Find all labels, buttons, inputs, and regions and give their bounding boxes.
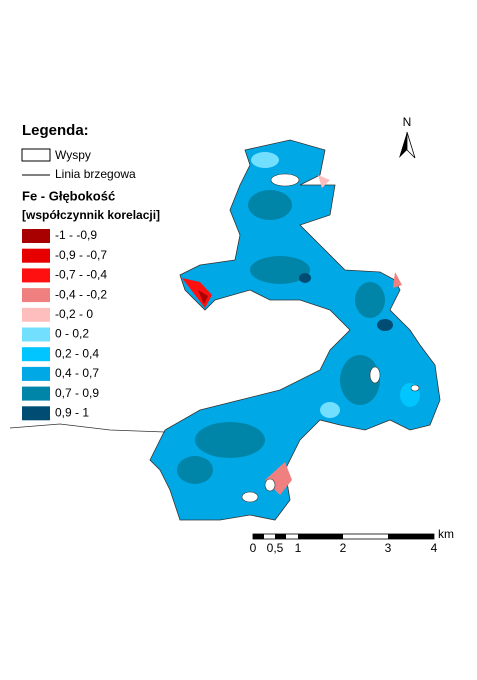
class-swatch — [22, 406, 50, 421]
scale-bar: km 0 0,5 1 2 3 4 — [250, 527, 454, 555]
class-label: -0,2 - 0 — [55, 307, 93, 321]
shoreline-label: Linia brzegowa — [55, 167, 136, 181]
class-label: 0 - 0,2 — [55, 327, 89, 341]
scale-label: 4 — [431, 541, 438, 555]
unit-label: [współczynnik korelacji] — [22, 208, 160, 222]
scale-label: 0,5 — [267, 541, 284, 555]
class-swatch — [22, 288, 50, 303]
class-label: -0,7 - -0,4 — [55, 268, 107, 282]
scale-label: 1 — [295, 541, 302, 555]
legend-classes: -1 - -0,9 -0,9 - -0,7 -0,7 - -0,4 -0,4 - -0… — [22, 228, 107, 421]
class-swatch — [22, 307, 50, 322]
class-label: 0,4 - 0,7 — [55, 366, 99, 380]
legend-title: Legenda: — [22, 122, 89, 139]
islands-label: Wyspy — [55, 148, 91, 162]
class-label: 0,9 - 1 — [55, 405, 89, 419]
class-label: -0,4 - -0,2 — [55, 287, 107, 301]
class-label: -1 - -0,9 — [55, 228, 97, 242]
class-label: 0,7 - 0,9 — [55, 386, 99, 400]
scale-label: 2 — [340, 541, 347, 555]
north-label: N — [403, 115, 412, 129]
class-swatch — [22, 386, 50, 401]
class-swatch — [22, 327, 50, 342]
class-swatch — [22, 366, 50, 381]
scale-label: 0 — [250, 541, 257, 555]
scale-label: 3 — [385, 541, 392, 555]
class-label: -0,9 - -0,7 — [55, 248, 107, 262]
variable-title: Fe - Głębokość — [22, 188, 115, 203]
scale-unit: km — [438, 527, 454, 541]
class-swatch — [22, 268, 50, 283]
lake — [9, 139, 441, 521]
class-label: 0,2 - 0,4 — [55, 346, 99, 360]
class-swatch — [22, 347, 50, 362]
north-arrow: N — [399, 115, 416, 159]
island-swatch — [21, 148, 51, 162]
legend: Legenda: Wyspy Linia brzegowa Fe - Głębo… — [21, 122, 160, 421]
class-swatch — [22, 248, 50, 263]
class-swatch — [22, 229, 50, 243]
